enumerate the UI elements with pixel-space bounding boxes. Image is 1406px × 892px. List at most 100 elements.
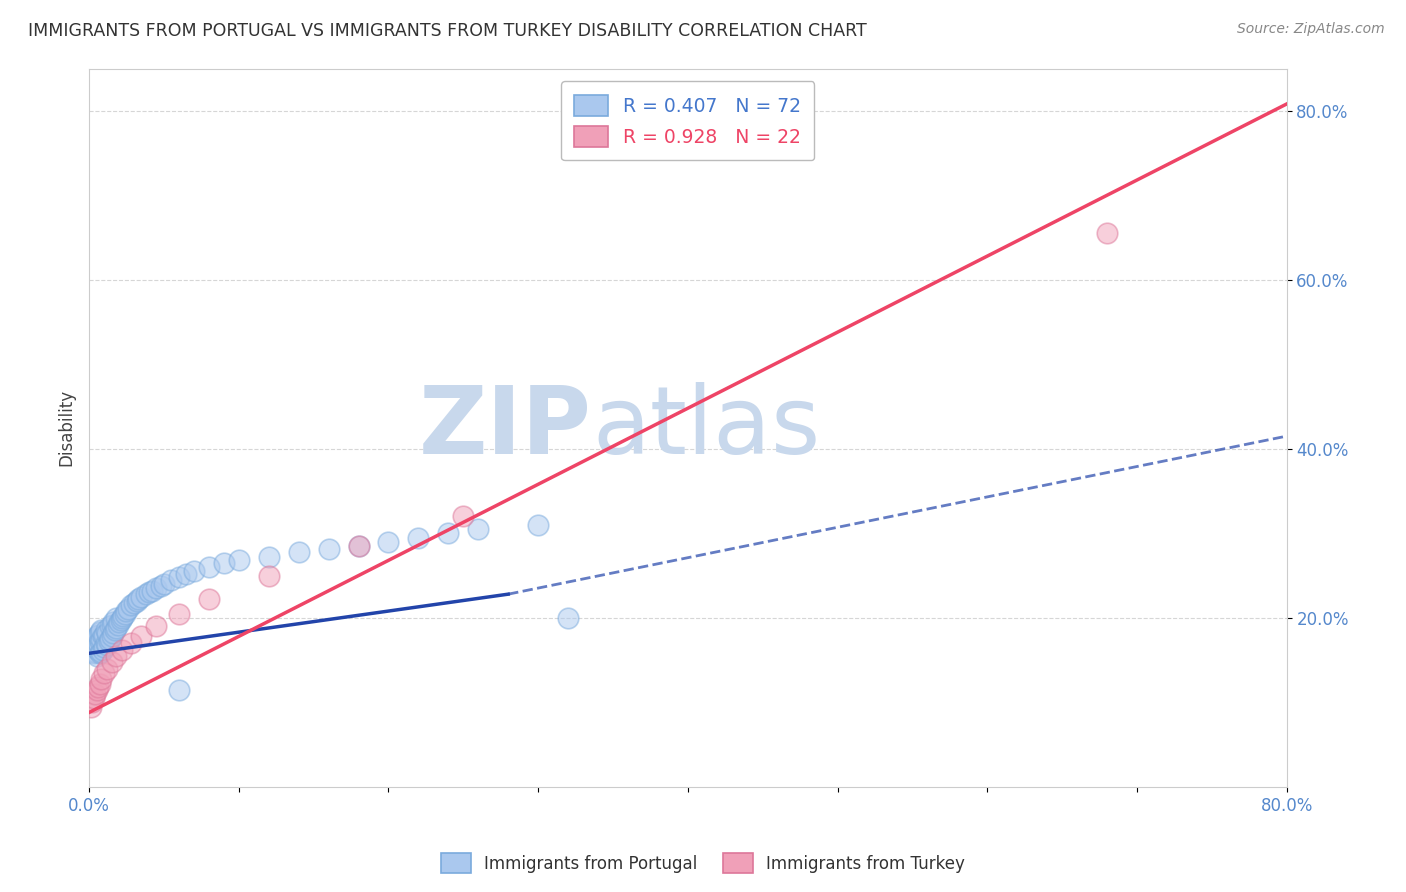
Point xyxy=(115,604,138,618)
Point xyxy=(257,568,280,582)
Text: IMMIGRANTS FROM PORTUGAL VS IMMIGRANTS FROM TURKEY DISABILITY CORRELATION CHART: IMMIGRANTS FROM PORTUGAL VS IMMIGRANTS F… xyxy=(28,22,868,40)
Point xyxy=(153,577,176,591)
Point xyxy=(101,615,124,629)
Point xyxy=(111,643,134,657)
Point xyxy=(89,677,111,691)
Point xyxy=(90,624,112,638)
Point xyxy=(96,661,118,675)
Point xyxy=(198,592,221,607)
Point xyxy=(149,579,172,593)
Point xyxy=(138,585,160,599)
Legend: R = 0.407   N = 72, R = 0.928   N = 22: R = 0.407 N = 72, R = 0.928 N = 22 xyxy=(561,81,814,161)
Point xyxy=(100,617,122,632)
Point xyxy=(557,611,579,625)
Point xyxy=(408,531,430,545)
Point xyxy=(98,632,121,646)
Point xyxy=(112,609,135,624)
Point xyxy=(167,682,190,697)
Point xyxy=(122,596,145,610)
Point xyxy=(96,626,118,640)
Point xyxy=(453,509,475,524)
Point xyxy=(86,682,108,697)
Point xyxy=(103,624,125,638)
Point xyxy=(86,629,108,643)
Point xyxy=(120,598,142,612)
Point xyxy=(87,636,110,650)
Point xyxy=(120,636,142,650)
Point xyxy=(97,634,120,648)
Point xyxy=(125,594,148,608)
Point xyxy=(1095,227,1118,241)
Point xyxy=(107,617,129,632)
Point xyxy=(212,556,235,570)
Point xyxy=(145,619,167,633)
Point xyxy=(90,632,112,646)
Point xyxy=(91,643,114,657)
Point xyxy=(83,646,105,660)
Point xyxy=(183,565,205,579)
Point xyxy=(83,634,105,648)
Point xyxy=(145,581,167,595)
Point xyxy=(101,626,124,640)
Point xyxy=(80,640,103,655)
Point xyxy=(287,545,309,559)
Point xyxy=(105,648,128,663)
Point xyxy=(93,640,115,655)
Y-axis label: Disability: Disability xyxy=(58,389,75,467)
Point xyxy=(93,628,115,642)
Point xyxy=(87,628,110,642)
Text: atlas: atlas xyxy=(592,382,820,474)
Point xyxy=(83,691,105,706)
Point xyxy=(87,643,110,657)
Point xyxy=(347,539,370,553)
Point xyxy=(89,646,111,660)
Point xyxy=(117,602,139,616)
Point xyxy=(90,672,112,686)
Point xyxy=(108,615,131,629)
Point xyxy=(377,534,399,549)
Point xyxy=(105,611,128,625)
Text: ZIP: ZIP xyxy=(419,382,592,474)
Point xyxy=(86,648,108,663)
Point xyxy=(437,526,460,541)
Legend: Immigrants from Portugal, Immigrants from Turkey: Immigrants from Portugal, Immigrants fro… xyxy=(433,845,973,881)
Point xyxy=(89,625,111,640)
Point xyxy=(467,522,489,536)
Point xyxy=(87,680,110,694)
Point xyxy=(100,629,122,643)
Point xyxy=(90,645,112,659)
Point xyxy=(228,553,250,567)
Point xyxy=(89,633,111,648)
Point xyxy=(79,699,101,714)
Point xyxy=(160,573,183,587)
Point xyxy=(94,636,117,650)
Point xyxy=(141,583,163,598)
Point xyxy=(86,638,108,652)
Point xyxy=(257,549,280,564)
Point xyxy=(176,566,198,581)
Point xyxy=(94,624,117,638)
Point xyxy=(84,645,107,659)
Point xyxy=(135,587,157,601)
Point xyxy=(167,607,190,621)
Point xyxy=(98,619,121,633)
Point xyxy=(347,539,370,553)
Point xyxy=(527,517,550,532)
Point xyxy=(84,632,107,646)
Text: Source: ZipAtlas.com: Source: ZipAtlas.com xyxy=(1237,22,1385,37)
Point xyxy=(96,638,118,652)
Point xyxy=(105,621,128,635)
Point xyxy=(131,590,153,604)
Point xyxy=(80,695,103,709)
Point xyxy=(318,541,340,556)
Point xyxy=(110,613,132,627)
Point xyxy=(84,687,107,701)
Point xyxy=(131,629,153,643)
Point xyxy=(167,570,190,584)
Point xyxy=(114,607,136,621)
Point xyxy=(198,560,221,574)
Point xyxy=(93,665,115,680)
Point xyxy=(100,655,122,669)
Point xyxy=(127,592,149,607)
Point xyxy=(111,611,134,625)
